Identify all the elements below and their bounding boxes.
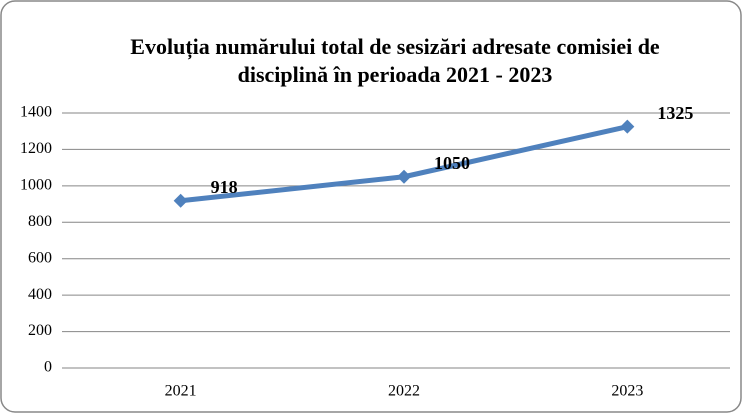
y-tick-label: 800 (28, 213, 52, 230)
data-label: 1050 (434, 153, 470, 173)
marker (397, 169, 411, 184)
y-tick-label: 0 (44, 359, 52, 376)
y-tick-label: 1400 (20, 104, 52, 121)
data-label: 918 (211, 177, 238, 197)
y-tick-label: 1000 (20, 177, 52, 194)
x-tick-label: 2023 (611, 383, 643, 400)
y-tick-label: 400 (28, 286, 52, 303)
x-tick-label: 2022 (388, 383, 420, 400)
y-tick-label: 200 (28, 322, 52, 339)
x-tick-label: 2021 (165, 383, 197, 400)
data-label: 1325 (657, 103, 693, 123)
chart-title: Evoluția numărului total de sesizări adr… (130, 34, 660, 87)
y-tick-label: 600 (28, 249, 52, 266)
marker (620, 119, 635, 134)
y-tick-label: 1200 (20, 140, 52, 157)
marker (173, 193, 188, 208)
